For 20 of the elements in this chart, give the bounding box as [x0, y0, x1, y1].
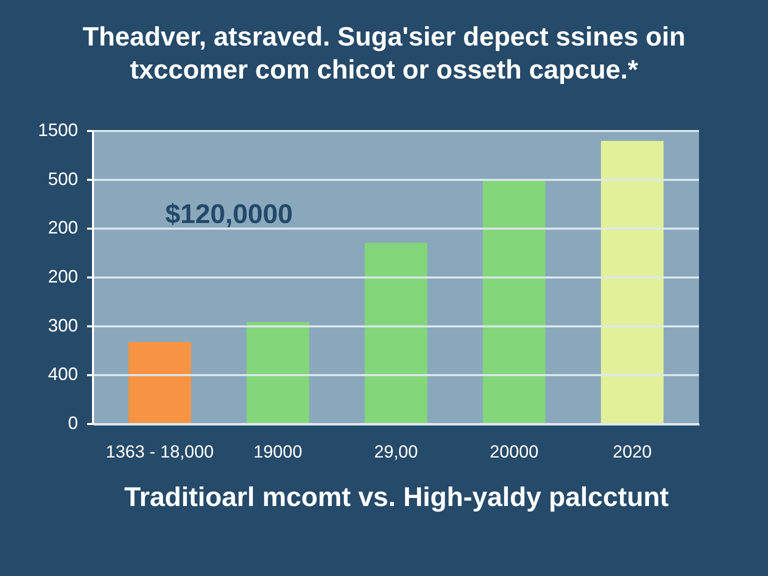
- x-axis-title: Traditioarl mcomt vs. High-yaldy palcctunt: [124, 482, 669, 512]
- annotation: $120,0000: [165, 199, 293, 229]
- bar: [246, 322, 310, 424]
- x-tick-label: 29,00: [374, 442, 418, 462]
- text: 400: [48, 364, 78, 384]
- bar: [482, 180, 546, 424]
- bar: [600, 140, 664, 424]
- text: 300: [48, 315, 78, 336]
- x-tick-label: 1363 - 18,000: [106, 442, 214, 462]
- text: 0: [68, 413, 78, 433]
- text: 200: [48, 266, 78, 286]
- bar: [364, 242, 428, 424]
- x-tick-label: 20000: [490, 442, 539, 462]
- text: 200: [48, 218, 78, 238]
- x-tick-label: 19000: [254, 442, 302, 462]
- x-tick-label: 2020: [612, 442, 652, 462]
- bar: [128, 342, 192, 424]
- text: 1500: [38, 120, 78, 140]
- chart-title: Theadver, atsraved. Suga'sier depect ssines oin txccomer com chicot or osseth capcue.*: [82, 22, 686, 84]
- text: 500: [48, 168, 78, 189]
